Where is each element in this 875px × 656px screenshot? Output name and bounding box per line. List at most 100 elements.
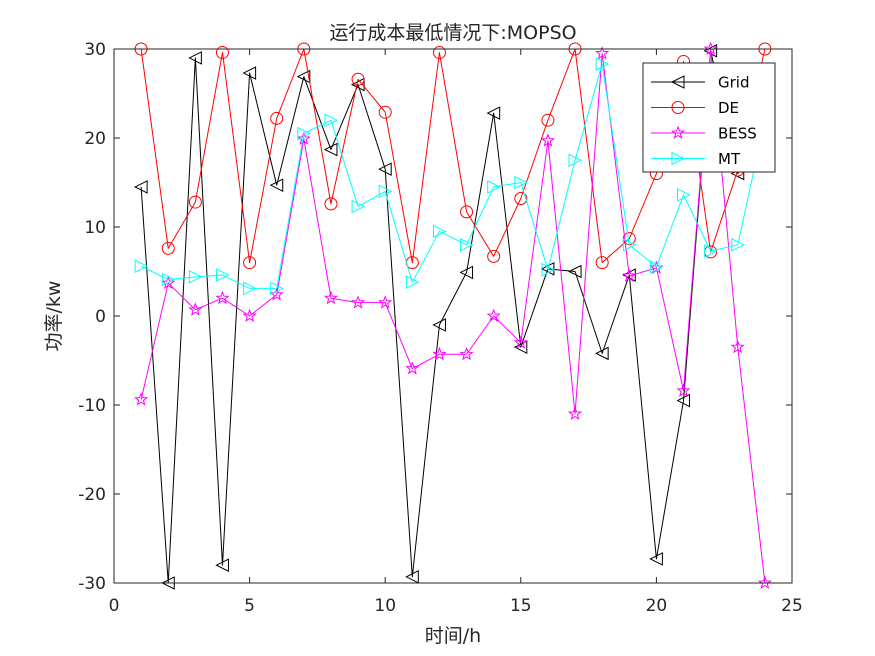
legend-marker-bess [670, 125, 686, 140]
series-line-mt [140, 63, 766, 289]
data-point-bess [540, 133, 555, 147]
y-tick-label: -20 [78, 485, 106, 505]
y-tick-label: 0 [95, 307, 106, 327]
data-point-bess [378, 295, 393, 309]
y-tick-labels: -30 -20 -10 0 10 20 30 [78, 40, 106, 594]
data-point-bess [757, 575, 772, 590]
data-point-bess [296, 131, 311, 145]
x-tick-label: 25 [781, 596, 803, 616]
data-point-mt [460, 237, 474, 252]
legend: Grid DE BESS MT [642, 62, 776, 173]
data-point-de [161, 241, 175, 255]
legend-label-mt: MT [718, 150, 741, 168]
data-point-mt [568, 153, 583, 168]
data-point-mt [677, 188, 691, 202]
data-point-bess [432, 346, 447, 361]
data-point-bess [595, 46, 610, 60]
x-tick-label: 5 [244, 596, 255, 616]
data-point-mt [622, 237, 637, 252]
chart-title: 运行成本最低情况下:MOPSO [329, 22, 576, 44]
series-bess [134, 41, 772, 590]
series-mt [134, 57, 772, 296]
data-point-bess [730, 339, 745, 354]
data-point-de [351, 72, 365, 86]
legend-marker-grid [670, 75, 685, 89]
data-point-mt [731, 237, 745, 252]
data-point-bess [134, 392, 149, 406]
data-point-de [378, 105, 392, 119]
x-tick-label: 15 [510, 596, 532, 616]
data-point-bess [703, 41, 718, 56]
legend-label-grid: Grid [718, 74, 749, 92]
data-point-mt [378, 184, 393, 199]
data-point-de [270, 111, 284, 125]
data-point-grid [567, 264, 582, 279]
data-point-grid [676, 393, 691, 408]
data-point-de [487, 249, 501, 263]
data-point-mt [270, 281, 284, 296]
data-point-grid [215, 558, 229, 573]
y-tick-label: -30 [78, 574, 106, 594]
x-tick-label: 10 [374, 596, 396, 616]
data-series [134, 41, 772, 590]
data-point-grid [269, 178, 284, 192]
data-point-grid [405, 569, 419, 584]
data-point-de [460, 205, 474, 219]
data-point-mt [134, 259, 149, 273]
series-grid [134, 43, 772, 590]
x-tick-label: 20 [646, 596, 668, 616]
data-point-de [432, 46, 446, 60]
data-point-bess [676, 383, 691, 397]
legend-marker-mt [671, 151, 686, 166]
data-point-bess [215, 290, 230, 305]
data-point-grid [296, 69, 311, 84]
legend-label-bess: BESS [718, 125, 757, 143]
data-point-mt [351, 199, 366, 214]
data-point-mt [188, 270, 203, 284]
data-point-mt [514, 175, 528, 190]
data-point-bess [567, 406, 583, 420]
data-point-mt [704, 244, 718, 258]
data-point-mt [161, 272, 176, 287]
data-point-mt [595, 57, 610, 71]
data-point-de [188, 195, 202, 209]
series-line-bess [140, 48, 766, 584]
y-axis-title: 功率/kw [43, 281, 65, 352]
data-point-mt [324, 113, 339, 128]
data-point-grid [432, 318, 446, 332]
data-point-bess [486, 308, 501, 323]
data-point-de [595, 256, 609, 270]
data-point-grid [242, 66, 257, 80]
y-tick-label: -10 [78, 396, 106, 416]
data-point-mt [487, 180, 501, 194]
data-point-bess [513, 335, 528, 349]
data-point-grid [134, 180, 148, 194]
legend-label-de: DE [718, 99, 739, 117]
data-point-grid [513, 340, 528, 354]
data-point-bess [323, 290, 339, 305]
data-point-bess [161, 275, 176, 290]
data-point-bess [459, 346, 474, 361]
legend-box [642, 62, 776, 173]
data-point-grid [459, 265, 474, 280]
series-line-grid [140, 50, 766, 584]
data-point-grid [486, 106, 501, 120]
data-point-grid [649, 552, 663, 566]
data-point-grid [378, 162, 392, 176]
data-point-mt [215, 268, 230, 282]
data-point-bess [622, 268, 637, 282]
data-point-mt [297, 126, 311, 141]
y-tick-label: 30 [84, 40, 106, 60]
data-point-bess [242, 308, 257, 323]
y-tick-label: 20 [84, 129, 106, 149]
x-axis-title: 时间/h [425, 625, 481, 647]
x-tick-label: 0 [109, 596, 120, 616]
y-tick-label: 10 [84, 218, 106, 238]
data-point-mt [405, 275, 420, 289]
legend-marker-de [671, 101, 685, 114]
data-point-grid [595, 346, 609, 361]
plot-frame [113, 48, 793, 584]
x-tick-labels: 0 5 10 15 20 25 [109, 596, 803, 616]
data-point-grid [323, 142, 338, 157]
